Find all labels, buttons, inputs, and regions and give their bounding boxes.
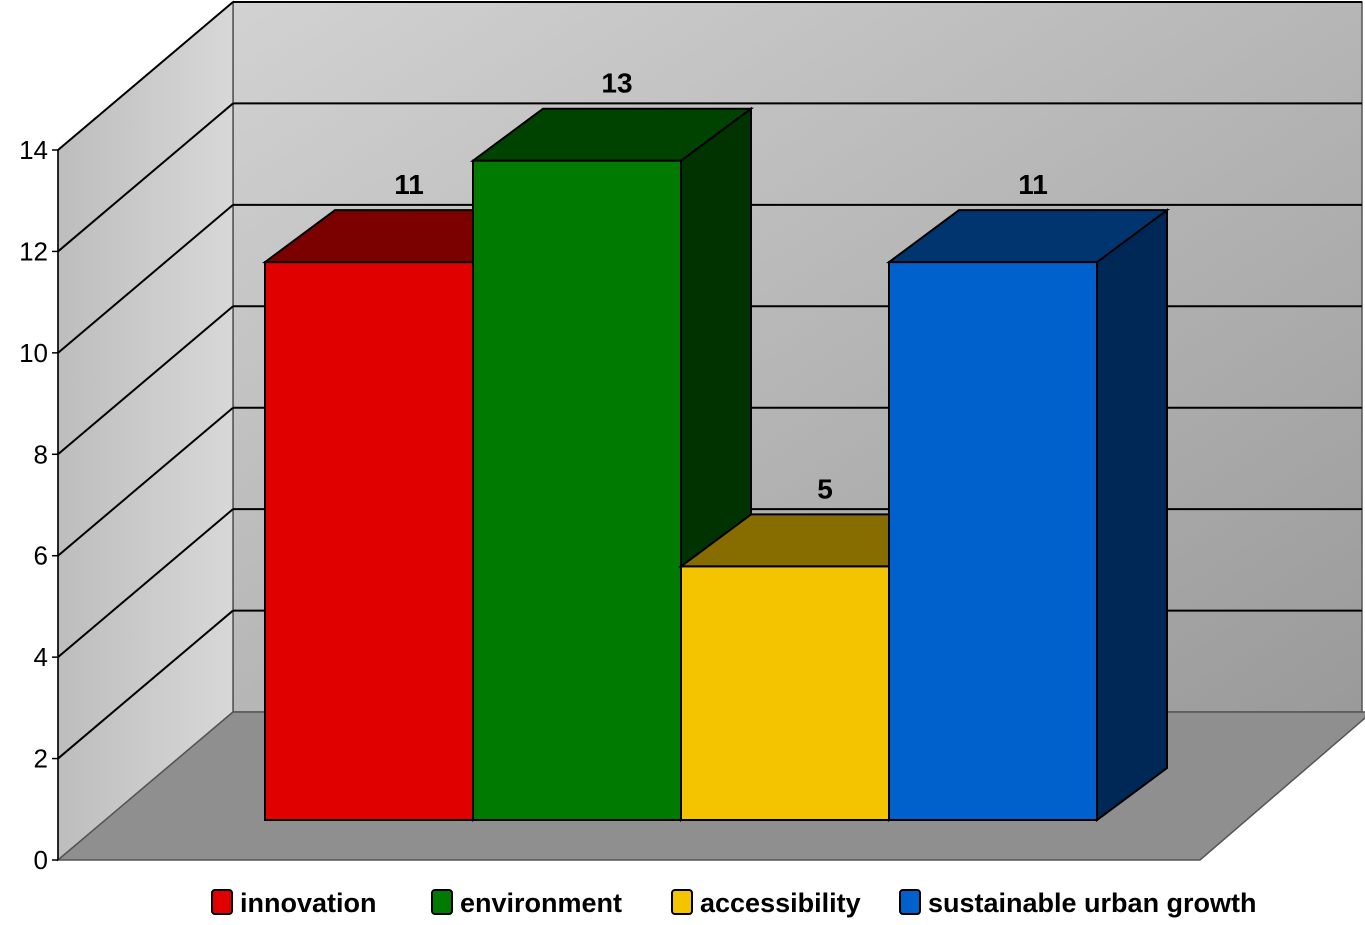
legend-swatch bbox=[431, 889, 453, 915]
data-labels: 11 13 5 11 bbox=[394, 68, 1048, 505]
gridline-side bbox=[57, 508, 234, 658]
gridline-side bbox=[57, 305, 234, 456]
y-tick-label: 8 bbox=[34, 439, 48, 469]
data-label: 11 bbox=[1018, 169, 1048, 200]
y-tick-label: 0 bbox=[34, 845, 48, 875]
gridline-side bbox=[57, 609, 234, 760]
gridline-side bbox=[57, 406, 234, 557]
bar-front bbox=[264, 261, 474, 821]
legend-entry: sustainable urban growth bbox=[899, 888, 1257, 918]
bar-front bbox=[888, 261, 1098, 821]
y-tick-label: 12 bbox=[19, 236, 48, 266]
legend-swatch bbox=[899, 889, 921, 915]
legend-label: environment bbox=[460, 888, 622, 918]
bar-front bbox=[472, 159, 682, 821]
gridline-side bbox=[57, 102, 234, 253]
legend-entry: accessibility bbox=[671, 888, 861, 918]
legend-entry: innovation bbox=[211, 888, 377, 918]
gridline-side bbox=[57, 204, 234, 354]
bars bbox=[261, 106, 1171, 822]
legend-label: sustainable urban growth bbox=[928, 888, 1257, 918]
y-tick-label: 2 bbox=[34, 744, 48, 774]
bar-side bbox=[1096, 208, 1168, 822]
data-label: 11 bbox=[394, 169, 424, 200]
y-axis: 0 2 4 6 8 10 12 14 bbox=[19, 135, 59, 875]
bar bbox=[469, 106, 755, 822]
bar-front bbox=[680, 565, 890, 822]
legend-swatch bbox=[211, 889, 233, 915]
legend-label: innovation bbox=[240, 888, 377, 918]
legend-label: accessibility bbox=[700, 888, 861, 918]
bar bbox=[885, 208, 1171, 822]
y-tick-label: 14 bbox=[19, 135, 48, 165]
legend: innovation environment accessibility sustai… bbox=[211, 888, 1257, 918]
y-tick-label: 6 bbox=[34, 541, 48, 571]
legend-swatch bbox=[671, 889, 693, 915]
gridline-side bbox=[57, 1, 234, 151]
data-label: 5 bbox=[817, 473, 833, 504]
data-label: 13 bbox=[601, 68, 632, 99]
y-tick-label: 10 bbox=[19, 338, 48, 368]
legend-entry: environment bbox=[431, 888, 622, 918]
y-tick-label: 4 bbox=[34, 642, 48, 672]
